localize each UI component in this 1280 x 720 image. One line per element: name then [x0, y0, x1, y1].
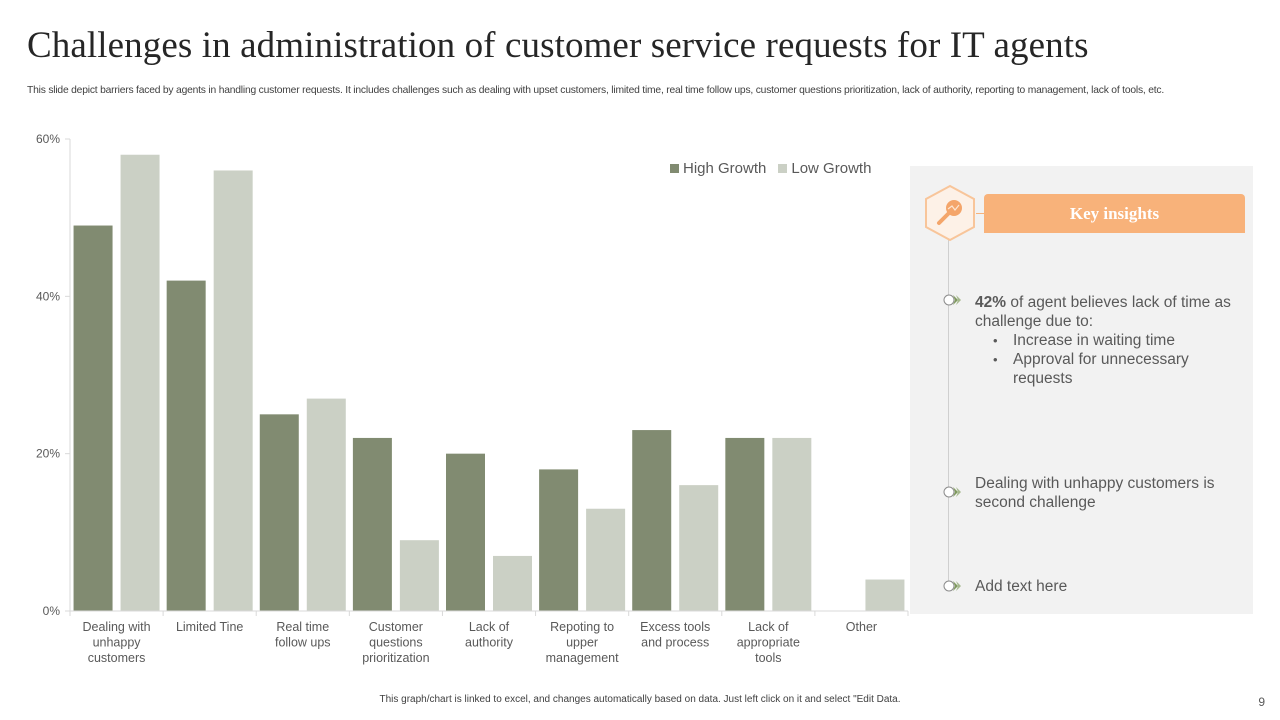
bar-high-growth	[73, 225, 113, 612]
insight-sub-item: Increase in waiting time	[993, 331, 1235, 350]
bar-high-growth	[166, 280, 206, 611]
timeline-bullet-icon	[943, 294, 961, 306]
key-insights-panel	[910, 166, 1253, 614]
bar-high-growth	[259, 414, 299, 611]
bar-high-growth	[539, 469, 579, 611]
chart-legend: High Growth Low Growth	[670, 160, 871, 177]
bar-low-growth	[772, 437, 812, 611]
x-category-label-line: Limited Tine	[176, 620, 243, 634]
slide-subtitle: This slide depict barriers faced by agen…	[27, 85, 1165, 96]
y-axis: 0% 20% 40% 60%	[36, 132, 71, 618]
x-category-label-line: prioritization	[362, 651, 429, 665]
bar-chart[interactable]: 0% 20% 40% 60% Dealing with unhappy customers…	[0, 0, 910, 680]
bar-low-growth	[865, 579, 905, 611]
x-category-label-line: follow ups	[275, 636, 331, 650]
page-number: 9	[1258, 695, 1265, 709]
footer-note: This graph/chart is linked to excel, and…	[379, 694, 901, 705]
magnifier-chart-icon	[925, 184, 975, 242]
x-category-label-line: Other	[846, 620, 877, 634]
timeline-bullet-icon	[943, 486, 961, 498]
bar-high-growth	[725, 437, 765, 611]
x-category-label-line: appropriate	[737, 636, 800, 650]
x-category-label-line: management	[546, 651, 619, 665]
x-category-label: Lack of appropriate tools	[737, 620, 800, 665]
legend-swatch-high-growth	[670, 164, 679, 173]
bar-high-growth	[446, 453, 485, 611]
insight-sub-item: Approval for unnecessary requests	[993, 350, 1203, 388]
x-category-label-line: Repoting to	[550, 620, 614, 634]
x-axis: Dealing with unhappy customers Limited Tine…	[69, 610, 909, 665]
x-category-label: Customer questions prioritization	[362, 620, 429, 665]
x-category-label-line: Real time	[276, 620, 329, 634]
bar-low-growth	[213, 170, 253, 611]
bar-low-growth	[120, 154, 160, 611]
legend-item-high-growth: High Growth	[670, 160, 766, 177]
bar-high-growth	[632, 430, 672, 611]
legend-label-low-growth: Low Growth	[791, 160, 872, 177]
bar-low-growth	[306, 398, 346, 611]
bar-low-growth	[679, 485, 719, 611]
x-category-label: Lack of authority	[465, 620, 514, 650]
slide-title: Challenges in administration of customer…	[27, 25, 1089, 66]
x-category-label-line: Excess tools	[640, 620, 710, 634]
insight-sub-list: Increase in waiting time Approval for un…	[975, 331, 1235, 388]
legend-label-high-growth: High Growth	[683, 160, 767, 177]
x-category-label: Other	[846, 620, 877, 634]
header-connector	[976, 213, 984, 214]
y-tick-label: 40%	[36, 289, 60, 303]
x-category-label-line: customers	[88, 651, 146, 665]
y-tick-label: 20%	[36, 447, 60, 461]
y-tick-label: 0%	[43, 604, 61, 618]
x-category-label: Real time follow ups	[275, 620, 331, 650]
insight-item-3[interactable]: Add text here	[975, 578, 1068, 595]
x-category-label-line: authority	[465, 636, 514, 650]
x-category-label-line: upper	[566, 636, 598, 650]
bar-high-growth	[352, 437, 392, 611]
x-category-label-line: Customer	[369, 620, 423, 634]
x-category-label: Repoting to upper management	[546, 620, 619, 665]
timeline-line	[948, 240, 949, 586]
x-category-label-line: Lack of	[748, 620, 789, 634]
insight-highlight: 42%	[975, 294, 1007, 311]
bar-low-growth	[399, 540, 439, 611]
x-category-label-line: Lack of	[469, 620, 510, 634]
timeline-bullet-icon	[943, 580, 961, 592]
insight-item-2: Dealing with unhappy customers is second…	[975, 475, 1215, 511]
key-insights-header: Key insights	[984, 194, 1245, 233]
insight-text: of agent believes lack of time as challe…	[975, 294, 1231, 330]
y-tick-label: 60%	[36, 132, 60, 146]
legend-swatch-low-growth	[778, 164, 788, 173]
x-category-label-line: unhappy	[93, 636, 142, 650]
legend-item-low-growth: Low Growth	[778, 160, 871, 177]
x-category-label: Limited Tine	[176, 620, 243, 634]
x-category-label-line: and process	[641, 636, 709, 650]
x-category-label-line: tools	[755, 651, 781, 665]
x-category-label-line: questions	[369, 636, 423, 650]
bars	[73, 154, 905, 612]
x-category-label-line: Dealing with	[83, 620, 151, 634]
insight-item-1: 42% of agent believes lack of time as ch…	[975, 293, 1235, 388]
bar-low-growth	[493, 555, 532, 611]
x-category-label: Excess tools and process	[640, 620, 710, 650]
x-category-label: Dealing with unhappy customers	[83, 620, 151, 665]
bar-low-growth	[586, 508, 626, 611]
